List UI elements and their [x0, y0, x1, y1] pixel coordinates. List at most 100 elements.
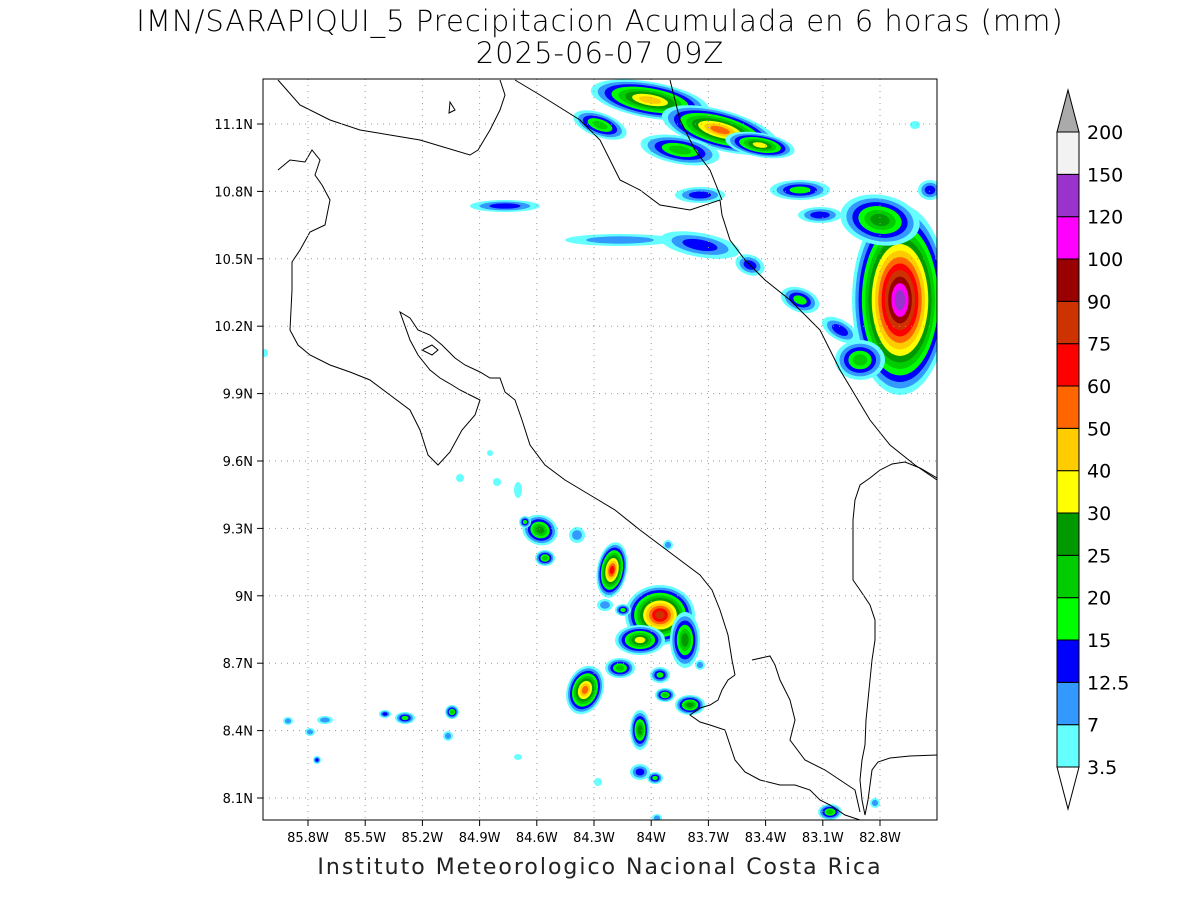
lat-tick-label: 10.5N: [214, 253, 253, 268]
lon-tick-label: 82.8W: [859, 831, 901, 846]
lon-tick-label: 84W: [636, 831, 666, 846]
panama-border: [852, 461, 937, 816]
legend-color-box: [1056, 724, 1080, 768]
precip-contour: [894, 289, 906, 311]
plot-frame: [262, 78, 938, 821]
legend-level-label: 7: [1087, 715, 1099, 737]
legend-color-box: [1056, 597, 1080, 641]
coastline-layer: [277, 79, 937, 820]
legend-color-box: [1056, 343, 1080, 387]
lat-lon-grid: [263, 79, 937, 820]
precip-contour: [382, 712, 388, 716]
precip-contour: [668, 145, 692, 155]
legend-level-label: 90: [1087, 291, 1111, 313]
lake-island: [448, 100, 456, 114]
precip-contour: [831, 324, 849, 336]
legend-level-label: 3.5: [1087, 757, 1117, 779]
precip-contour: [910, 121, 920, 129]
precip-contour: [870, 213, 890, 227]
precip-contour: [637, 725, 643, 735]
lon-tick-label: 83.1W: [802, 831, 844, 846]
precip-contour: [594, 778, 602, 786]
precip-contour: [444, 732, 452, 740]
lon-tick-label: 84.9W: [459, 831, 501, 846]
precip-contour: [487, 450, 493, 456]
legend-level-label: 120: [1087, 207, 1123, 229]
precip-contour: [655, 610, 665, 620]
institution-footer: Instituto Meteorologico Nacional Costa R…: [317, 855, 883, 880]
lat-tick-label: 9.9N: [223, 388, 253, 403]
lat-tick-label: 10.8N: [214, 185, 253, 200]
nicaragua-lake-shore: [277, 79, 506, 156]
precipitation-legend: 3.5 7 12.5 15 20 25 30 40 50 60 75 90 100 120 150 200: [1056, 88, 1129, 811]
precip-contour: [924, 185, 936, 195]
lon-tick-label: 85.5W: [344, 831, 386, 846]
precip-contour: [852, 354, 868, 366]
lon-tick-label: 83.4W: [745, 831, 787, 846]
lon-tick-label: 84.3W: [573, 831, 615, 846]
lat-tick-label: 11.1N: [214, 118, 253, 133]
legend-color-box: [1056, 385, 1080, 429]
precip-contour: [581, 685, 589, 695]
legend-level-label: 15: [1087, 630, 1111, 652]
precip-contour: [493, 478, 501, 486]
map-title: IMN/SARAPIQUI_5 Precipitacion Acumulada …: [136, 4, 1064, 38]
precipitation-field: [263, 79, 937, 820]
lon-tick-label: 85.2W: [401, 831, 443, 846]
precip-contour: [653, 815, 661, 820]
legend-level-label: 60: [1087, 376, 1111, 398]
legend-level-label: 100: [1087, 249, 1123, 271]
precip-contour: [686, 702, 694, 708]
legend-level-label: 12.5: [1087, 672, 1129, 694]
precip-contour: [634, 636, 646, 644]
precip-contour: [522, 519, 528, 525]
precip-contour: [586, 236, 654, 244]
legend-level-label: 20: [1087, 588, 1111, 610]
legend-level-label: 200: [1087, 122, 1123, 144]
legend-level-label: 75: [1087, 334, 1111, 356]
lat-tick-label: 8.1N: [223, 792, 253, 807]
precip-contour: [688, 191, 712, 199]
precip-contour: [638, 96, 662, 104]
precip-contour: [514, 754, 522, 760]
precip-contour: [620, 607, 626, 613]
legend-color-box: [1056, 300, 1080, 345]
legend-color-box: [1056, 681, 1080, 726]
precip-contour: [789, 186, 811, 194]
nicaragua-north-shore: [514, 79, 937, 481]
precip-contour: [752, 142, 768, 148]
lon-tick-label: 84.6W: [516, 831, 558, 846]
legend-color-box: [1056, 216, 1080, 260]
precip-contour: [542, 555, 548, 561]
legend-color-box: [1056, 173, 1080, 218]
legend-level-label: 50: [1087, 418, 1111, 440]
precip-contour: [535, 526, 545, 534]
lon-tick-label: 85.8W: [287, 831, 329, 846]
legend-color-box: [1056, 554, 1080, 599]
precip-contour: [696, 661, 704, 669]
precip-contour: [401, 715, 409, 721]
legend-underflow-triangle: [1056, 766, 1080, 811]
legend-level-label: 25: [1087, 545, 1111, 567]
precip-contour: [793, 295, 807, 305]
precip-contour: [662, 693, 668, 697]
precip-contour: [615, 665, 625, 671]
precip-contour: [810, 211, 830, 219]
legend-color-box: [1056, 512, 1080, 556]
lat-tick-label: 9.6N: [223, 455, 253, 470]
lon-tick-label: 83.7W: [687, 831, 729, 846]
nicoya-gulf-island: [420, 344, 439, 356]
precip-contour: [284, 718, 292, 724]
precip-contour: [681, 633, 689, 647]
legend-overflow-triangle: [1056, 88, 1080, 133]
lat-tick-label: 9N: [235, 590, 253, 605]
precip-contour: [592, 120, 608, 130]
legend-color-box: [1056, 427, 1080, 472]
precip-contour: [710, 125, 730, 135]
legend-color-box: [1056, 470, 1080, 514]
precip-contour: [871, 799, 879, 807]
precip-contour: [652, 775, 658, 781]
precip-contour: [456, 474, 464, 482]
lat-tick-label: 8.4N: [223, 725, 253, 740]
